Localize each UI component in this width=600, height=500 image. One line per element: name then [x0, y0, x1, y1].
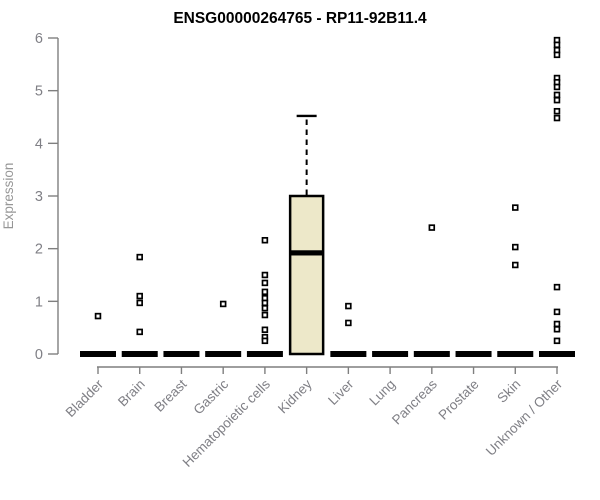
category-label: Lung [366, 377, 398, 409]
zero-box-bar [413, 351, 450, 357]
zero-box-bar [539, 351, 575, 357]
outlier-point [261, 236, 269, 244]
y-tick-label: 6 [35, 31, 43, 47]
box [288, 194, 325, 356]
outlier-point [136, 253, 143, 261]
outlier-point [553, 337, 561, 345]
zero-box-bar [246, 351, 283, 357]
outlier-point [261, 326, 269, 334]
outlier-point [136, 299, 143, 307]
category-label: Gastric [190, 376, 231, 417]
zero-box-bar [455, 351, 492, 357]
median-line [290, 250, 324, 256]
outlier-point [219, 300, 227, 308]
zero-box-bar [163, 351, 200, 357]
outlier-point [261, 271, 269, 279]
y-tick-label: 3 [35, 189, 43, 205]
zero-box-bar [121, 351, 158, 357]
category-label: Bladder [63, 376, 107, 420]
outlier-point [553, 51, 561, 59]
y-tick-label: 0 [35, 347, 43, 363]
zero-box-bar [205, 351, 242, 357]
outlier-point [553, 283, 561, 291]
outlier-point [553, 83, 561, 91]
outlier-point [512, 261, 519, 269]
category-label: Pancreas [389, 376, 440, 427]
category-label: Brain [115, 377, 148, 410]
outlier-point [94, 312, 102, 320]
category-label: Liver [325, 376, 357, 408]
outlier-point [136, 328, 143, 336]
outlier-point [553, 325, 561, 333]
outlier-point [553, 91, 561, 99]
outlier-point [261, 279, 269, 287]
category-label: Prostate [436, 377, 482, 423]
y-tick-label: 2 [35, 242, 43, 258]
category-label: Breast [151, 376, 189, 414]
category-label: Unknown / Other [483, 376, 566, 459]
outlier-point [553, 320, 561, 328]
y-tick-label: 4 [35, 136, 43, 152]
outlier-point [428, 224, 436, 231]
zero-box-bar [372, 351, 409, 357]
outlier-point [553, 96, 561, 104]
y-tick-label: 1 [35, 294, 43, 310]
outlier-point [261, 311, 269, 319]
y-axis-title: Expression [1, 163, 16, 230]
category-label: Kidney [275, 376, 315, 416]
zero-box-bar [80, 351, 116, 357]
chart-title: ENSG00000264765 - RP11-92B11.4 [173, 10, 427, 27]
outlier-point [345, 302, 352, 310]
outlier-point [553, 308, 561, 316]
outlier-point [261, 337, 269, 345]
outlier-point [553, 114, 561, 122]
zero-box-bar [330, 351, 367, 357]
outlier-point [261, 288, 269, 296]
outlier-point [261, 304, 269, 312]
y-tick-label: 5 [35, 84, 43, 100]
outlier-point [512, 204, 519, 211]
outlier-point [553, 41, 561, 49]
outlier-point [512, 243, 519, 251]
outlier-point [261, 299, 269, 307]
outlier-point [553, 107, 561, 115]
outlier-point [136, 292, 143, 300]
category-label: Skin [494, 377, 523, 406]
outlier-point [345, 319, 352, 327]
zero-box-bar [497, 351, 534, 357]
